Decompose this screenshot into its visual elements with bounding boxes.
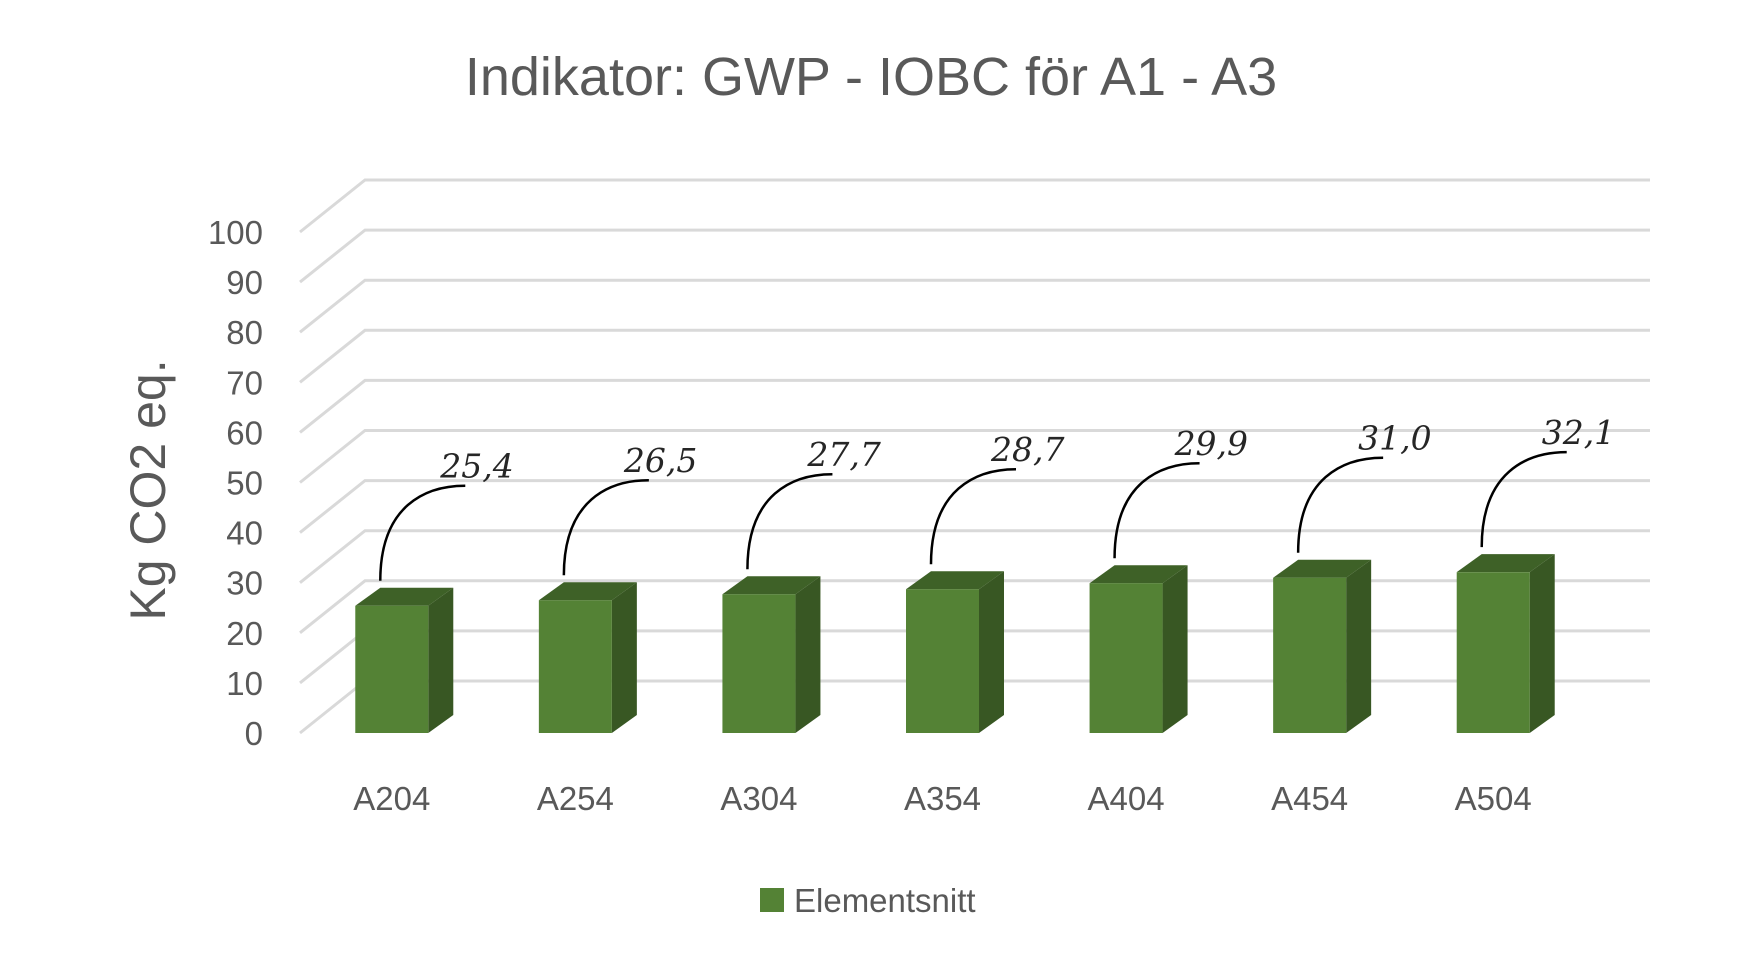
y-tick-label: 50 <box>226 465 263 502</box>
data-label: 28,7 <box>990 430 1064 469</box>
bar <box>722 576 821 733</box>
gridline <box>299 378 1650 434</box>
y-tick-label: 0 <box>245 715 263 752</box>
y-tick-label: 30 <box>226 565 263 602</box>
data-labels: 25,4 26,5 27,7 28,7 29,9 31,0 32,1 <box>379 413 1615 581</box>
category-label: A354 <box>904 780 981 817</box>
category-label: A204 <box>353 780 430 817</box>
y-tick-label: 70 <box>226 364 263 401</box>
bar-front <box>722 594 796 733</box>
bar-top <box>906 571 1004 590</box>
bar <box>906 571 1004 733</box>
bar-side <box>1162 565 1188 733</box>
bar-front <box>355 605 429 733</box>
category-label: A454 <box>1271 780 1348 817</box>
legend-label: Elementsnitt <box>794 882 976 919</box>
legend-swatch <box>760 888 784 912</box>
gridline <box>299 178 1650 234</box>
data-label: 29,9 <box>1174 424 1248 463</box>
data-label: 26,5 <box>623 441 697 480</box>
data-label: 27,7 <box>806 435 880 474</box>
gridline <box>299 429 1650 484</box>
gridline <box>299 479 1650 534</box>
bar-top <box>1456 554 1555 573</box>
y-tick-label: 40 <box>226 515 263 552</box>
bar-top <box>722 576 821 595</box>
gridline <box>299 579 1650 634</box>
y-tick-label: 10 <box>226 665 263 702</box>
data-label: 31,0 <box>1358 419 1431 458</box>
bars <box>355 554 1555 733</box>
bar <box>1456 554 1555 733</box>
chart-title: Indikator: GWP - IOBC för A1 - A3 <box>465 47 1277 107</box>
bar-front <box>538 600 612 733</box>
gridline <box>299 328 1650 384</box>
bar <box>1089 565 1188 733</box>
y-tick-label: 80 <box>226 314 263 351</box>
bar <box>1273 559 1372 733</box>
gridline <box>299 529 1650 584</box>
y-axis-label: Kg CO2 eq. <box>120 359 176 620</box>
y-tick-labels: 0 10 20 30 40 50 60 70 80 90 100 <box>208 214 263 752</box>
bar-side <box>1529 554 1555 733</box>
bar-side <box>979 571 1004 733</box>
data-label: 32,1 <box>1542 413 1615 452</box>
gridlines <box>299 178 1650 735</box>
gridline <box>299 278 1650 334</box>
leader-line <box>1113 461 1200 559</box>
gridline <box>299 228 1650 284</box>
bar-side <box>428 587 454 733</box>
category-label: A254 <box>537 780 614 817</box>
bar-side <box>1346 559 1372 733</box>
data-label: 25,4 <box>439 447 513 486</box>
category-label: A304 <box>720 780 797 817</box>
bar-top <box>538 582 637 601</box>
leader-line <box>746 472 833 570</box>
category-label: A404 <box>1088 780 1165 817</box>
leader-line <box>1296 456 1384 553</box>
bar-side <box>795 576 821 733</box>
category-labels: A204 A254 A304 A354 A404 A454 A504 <box>353 780 1532 817</box>
bar-front <box>1273 577 1347 733</box>
legend: Elementsnitt <box>760 882 976 919</box>
bar-front <box>1456 572 1530 733</box>
bar-side <box>611 582 637 733</box>
bar-front <box>1089 583 1163 733</box>
bar-front <box>906 589 979 733</box>
bar-top <box>355 587 454 606</box>
category-label: A504 <box>1455 780 1532 817</box>
bar <box>538 582 637 733</box>
bar <box>355 587 454 733</box>
bar-top <box>1089 565 1188 584</box>
leader-line <box>379 484 466 581</box>
y-tick-label: 20 <box>226 615 263 652</box>
leader-line <box>562 478 649 576</box>
y-tick-label: 90 <box>226 264 263 301</box>
y-tick-label: 100 <box>208 214 263 251</box>
leader-line <box>929 467 1017 565</box>
bar-top <box>1273 559 1372 578</box>
y-tick-label: 60 <box>226 414 263 451</box>
leader-line <box>1480 450 1567 548</box>
